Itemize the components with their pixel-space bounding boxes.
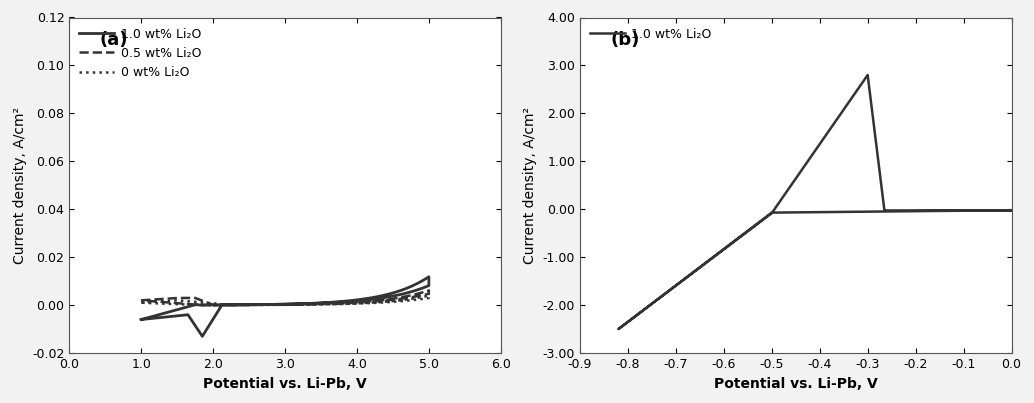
0 wt% Li₂O (386, 299, 398, 303)
0.5 wt% Li₂O (166, 300, 179, 305)
1.0 wt% Li₂O (861, 73, 874, 77)
1.0 wt% Li₂O (786, 181, 798, 186)
1.0 wt% Li₂O (698, 262, 710, 267)
1.0 wt% Li₂O (210, 311, 222, 316)
0 wt% Li₂O (384, 299, 396, 304)
0.5 wt% Li₂O (419, 289, 431, 294)
0 wt% Li₂O (135, 300, 148, 305)
X-axis label: Potential vs. Li-Pb, V: Potential vs. Li-Pb, V (713, 376, 878, 391)
Line: 1.0 wt% Li₂O: 1.0 wt% Li₂O (618, 75, 1011, 329)
1.0 wt% Li₂O (293, 301, 305, 306)
Text: (b): (b) (610, 31, 640, 49)
0 wt% Li₂O (135, 300, 148, 305)
1.0 wt% Li₂O (135, 317, 148, 322)
0 wt% Li₂O (269, 303, 281, 307)
1.0 wt% Li₂O (912, 209, 924, 214)
Line: 1.0 wt% Li₂O: 1.0 wt% Li₂O (142, 277, 429, 337)
0 wt% Li₂O (395, 298, 407, 303)
0.5 wt% Li₂O (232, 303, 244, 307)
1.0 wt% Li₂O (169, 314, 181, 318)
Line: 0 wt% Li₂O: 0 wt% Li₂O (142, 295, 429, 305)
1.0 wt% Li₂O (135, 317, 148, 322)
1.0 wt% Li₂O (423, 274, 435, 279)
1.0 wt% Li₂O (196, 334, 209, 339)
X-axis label: Potential vs. Li-Pb, V: Potential vs. Li-Pb, V (203, 376, 367, 391)
1.0 wt% Li₂O (315, 300, 328, 305)
1.0 wt% Li₂O (1005, 208, 1017, 213)
0 wt% Li₂O (193, 303, 206, 307)
0.5 wt% Li₂O (135, 298, 148, 303)
0.5 wt% Li₂O (214, 305, 226, 310)
0.5 wt% Li₂O (323, 301, 335, 306)
Legend: 1.0 wt% Li₂O: 1.0 wt% Li₂O (586, 24, 716, 44)
Text: (a): (a) (99, 31, 128, 49)
0 wt% Li₂O (213, 303, 225, 307)
Y-axis label: Current density, A/cm²: Current density, A/cm² (523, 107, 538, 264)
Line: 0.5 wt% Li₂O: 0.5 wt% Li₂O (142, 291, 429, 307)
1.0 wt% Li₂O (612, 327, 625, 332)
1.0 wt% Li₂O (205, 303, 217, 307)
0 wt% Li₂O (135, 300, 148, 305)
1.0 wt% Li₂O (1005, 208, 1017, 213)
Y-axis label: Current density, A/cm²: Current density, A/cm² (12, 107, 27, 264)
0.5 wt% Li₂O (423, 288, 435, 293)
0 wt% Li₂O (423, 293, 435, 298)
0.5 wt% Li₂O (155, 299, 168, 304)
1.0 wt% Li₂O (229, 302, 241, 307)
Legend: 1.0 wt% Li₂O, 0.5 wt% Li₂O, 0 wt% Li₂O: 1.0 wt% Li₂O, 0.5 wt% Li₂O, 0 wt% Li₂O (75, 24, 205, 83)
0.5 wt% Li₂O (135, 298, 148, 303)
1.0 wt% Li₂O (946, 208, 959, 213)
1.0 wt% Li₂O (953, 208, 966, 213)
0.5 wt% Li₂O (237, 303, 249, 307)
1.0 wt% Li₂O (794, 210, 807, 215)
